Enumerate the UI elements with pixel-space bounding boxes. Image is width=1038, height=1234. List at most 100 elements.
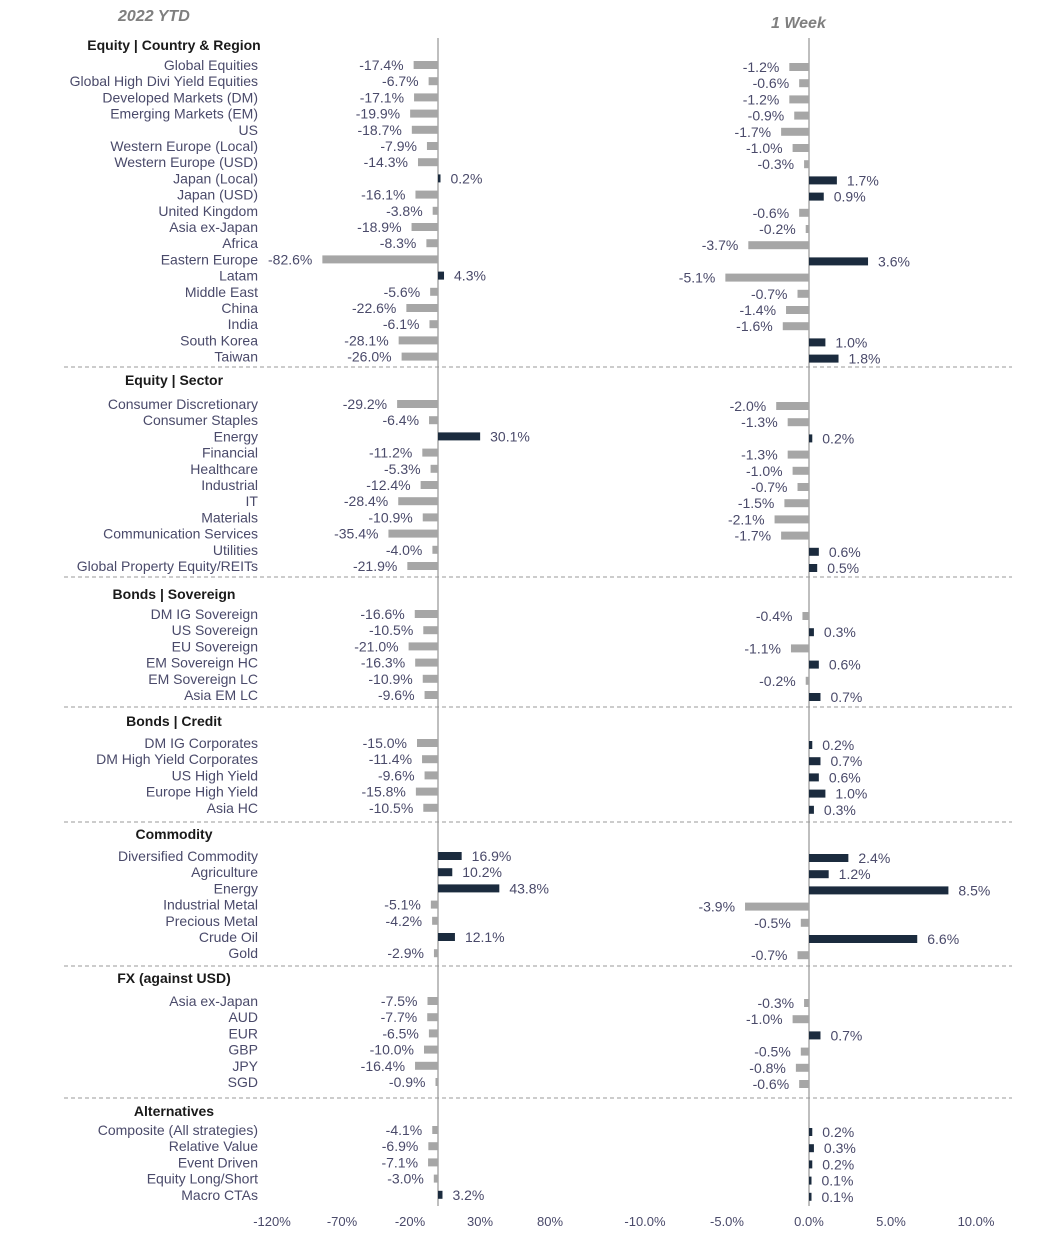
ytd-bar	[435, 1078, 438, 1086]
row-label: Western Europe (Local)	[110, 138, 258, 154]
week-value-label: -0.6%	[753, 1076, 790, 1092]
ytd-value-label: 10.2%	[462, 864, 502, 880]
ytd-bar	[422, 755, 438, 764]
ytd-bar	[413, 61, 438, 69]
week-value-label: 3.6%	[878, 253, 910, 269]
row-label: Western Europe (USD)	[114, 154, 258, 170]
ytd-bar	[397, 400, 438, 408]
row-label: Macro CTAs	[181, 1187, 258, 1203]
ytd-value-label: -16.6%	[360, 606, 404, 622]
week-value-label: 0.3%	[824, 624, 856, 640]
ytd-bar	[430, 464, 438, 473]
week-bar	[799, 79, 809, 88]
ytd-bar	[422, 674, 438, 683]
ytd-value-label: -4.0%	[386, 542, 423, 558]
ytd-bar	[398, 497, 438, 506]
week-value-label: -1.7%	[735, 124, 772, 140]
row-label: Global High Divi Yield Equities	[70, 73, 258, 89]
row-label: Asia ex-Japan	[169, 219, 258, 235]
week-bar	[799, 208, 809, 217]
ytd-value-label: -17.4%	[359, 57, 403, 73]
ytd-value-label: -5.1%	[384, 897, 421, 913]
week-value-label: -0.7%	[751, 947, 788, 963]
ytd-value-label: -82.6%	[268, 251, 312, 267]
week-tick-label: -5.0%	[710, 1214, 744, 1229]
row-label: US High Yield	[172, 767, 258, 783]
ytd-value-label: -4.2%	[386, 913, 423, 929]
week-bar	[809, 789, 826, 798]
week-bar	[809, 176, 837, 185]
ytd-tick-label: 30%	[467, 1214, 493, 1229]
row-label: Event Driven	[178, 1154, 258, 1170]
week-bar	[804, 160, 809, 169]
ytd-bar	[415, 190, 438, 199]
row-label: Asia HC	[207, 800, 258, 816]
week-bar	[809, 805, 814, 814]
week-bar	[809, 660, 819, 669]
week-bar	[797, 289, 809, 298]
week-tick-label: 5.0%	[876, 1214, 906, 1229]
week-value-label: -0.8%	[749, 1060, 786, 1076]
week-value-label: -0.6%	[753, 205, 790, 221]
week-bar	[809, 1128, 813, 1136]
week-bar	[789, 95, 809, 104]
week-bar	[787, 418, 809, 427]
week-value-label: -1.3%	[741, 414, 778, 430]
ytd-bar	[401, 352, 438, 361]
week-value-label: 0.6%	[829, 657, 861, 673]
ytd-tick-label: 80%	[537, 1214, 563, 1229]
row-label: Latam	[219, 268, 258, 284]
row-label: Composite (All strategies)	[98, 1122, 258, 1138]
row-label: DM IG Corporates	[144, 735, 258, 751]
ytd-value-label: -7.9%	[380, 138, 417, 154]
week-value-label: 0.2%	[822, 1124, 854, 1140]
week-bar	[809, 564, 818, 572]
ytd-bar	[427, 997, 438, 1005]
ytd-bar	[432, 206, 438, 215]
ytd-bar	[426, 142, 438, 150]
ytd-value-label: -12.4%	[366, 477, 410, 493]
ytd-bar	[438, 868, 453, 877]
week-value-label: 0.6%	[829, 769, 861, 785]
ytd-value-label: -5.6%	[384, 284, 421, 300]
week-bar	[809, 338, 826, 347]
row-label: Europe High Yield	[146, 784, 258, 800]
week-bar	[781, 531, 809, 540]
ytd-value-label: 16.9%	[472, 848, 512, 864]
week-value-label: -0.2%	[759, 221, 796, 237]
row-label: Eastern Europe	[161, 251, 258, 267]
ytd-bar	[422, 513, 438, 522]
ytd-value-label: -10.9%	[368, 671, 412, 687]
week-bar	[809, 773, 819, 782]
ytd-value-label: 3.2%	[452, 1187, 484, 1203]
ytd-bar	[428, 77, 438, 86]
ytd-value-label: -21.0%	[354, 638, 398, 654]
row-label: Industrial	[201, 477, 258, 493]
ytd-value-label: -16.3%	[361, 655, 405, 671]
ytd-value-label: -17.1%	[360, 89, 404, 105]
week-bar	[782, 322, 809, 331]
ytd-bar	[438, 174, 441, 183]
ytd-bar	[398, 336, 438, 345]
section-title: Equity | Sector	[125, 372, 224, 388]
ytd-value-label: -11.2%	[369, 445, 412, 461]
row-label: Communication Services	[103, 526, 258, 542]
row-label: US	[239, 122, 258, 138]
week-value-label: 0.7%	[830, 689, 862, 705]
ytd-value-label: -11.4%	[369, 751, 412, 767]
row-label: Industrial Metal	[163, 897, 258, 913]
ytd-value-label: -10.0%	[370, 1042, 414, 1058]
week-bar	[809, 757, 821, 766]
week-bar	[781, 127, 809, 136]
row-label: Precious Metal	[165, 913, 258, 929]
ytd-value-label: -7.1%	[381, 1154, 418, 1170]
week-value-label: 1.0%	[835, 786, 867, 802]
row-label: GBP	[228, 1042, 258, 1058]
ytd-bar	[428, 1029, 438, 1038]
week-value-label: -1.0%	[746, 1011, 783, 1027]
week-bar	[809, 870, 829, 879]
week-bar	[797, 483, 809, 491]
section-title: Equity | Country & Region	[87, 37, 260, 53]
week-bar	[809, 935, 918, 943]
ytd-value-label: -28.1%	[344, 332, 388, 348]
